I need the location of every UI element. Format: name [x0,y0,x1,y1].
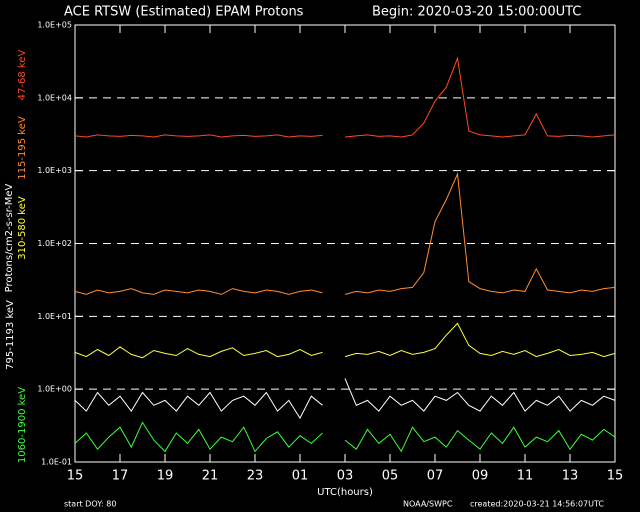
x-tick-label: 15 [607,469,624,484]
series-line [344,172,616,295]
footer-center: NOAA/SWPC [403,500,453,509]
x-tick-label: 09 [472,469,489,484]
y-tick-label: 1.0E+02 [37,239,72,248]
legend-label: 1060-1900 keV [17,387,28,463]
footer-left: start DOY: 80 [64,500,116,509]
series-line [74,288,323,295]
series-line [344,56,616,138]
series-line [344,378,616,412]
x-tick-label: 03 [337,469,354,484]
y-tick-label: 1.0E+03 [37,166,72,175]
legend-label: 47-68 keV [17,50,28,101]
y-tick-label: 1.0E+00 [37,385,72,394]
y-tick-label: 1.0E+04 [37,93,72,102]
x-tick-label: 07 [427,469,444,484]
x-tick-label: 17 [112,469,129,484]
chart-subtitle: Begin: 2020-03-20 15:00:00UTC [372,5,581,20]
legend-label: 115-195 keV [17,116,28,180]
series-line [344,426,616,453]
series-line [74,346,323,359]
x-tick-label: 01 [292,469,309,484]
x-tick-label: 23 [247,469,264,484]
x-tick-label: 11 [517,469,534,484]
x-tick-label: 13 [562,469,579,484]
x-tick-label: 15 [67,469,84,484]
y-tick-label: 1.0E+01 [37,312,72,321]
series-line [74,421,323,453]
x-axis-title: UTC(hours) [317,487,373,498]
x-tick-label: 05 [382,469,399,484]
y-axis-title: Protons/cm2-s-sr-MeV [4,183,15,292]
legend-label: 310-580 keV [17,196,28,260]
series-line [344,322,616,358]
series-line [74,391,323,420]
x-tick-label: 21 [202,469,219,484]
x-tick-label: 19 [157,469,174,484]
legend-label: 795-1193 keV [5,300,16,370]
y-tick-label: 1.0E+05 [37,21,72,30]
footer-right: created:2020-03-21 14:56:07UTC [470,500,604,509]
chart-title: ACE RTSW (Estimated) EPAM Protons [64,5,304,20]
series-line [74,134,323,138]
y-tick-label: 1.0E-01 [41,458,72,467]
